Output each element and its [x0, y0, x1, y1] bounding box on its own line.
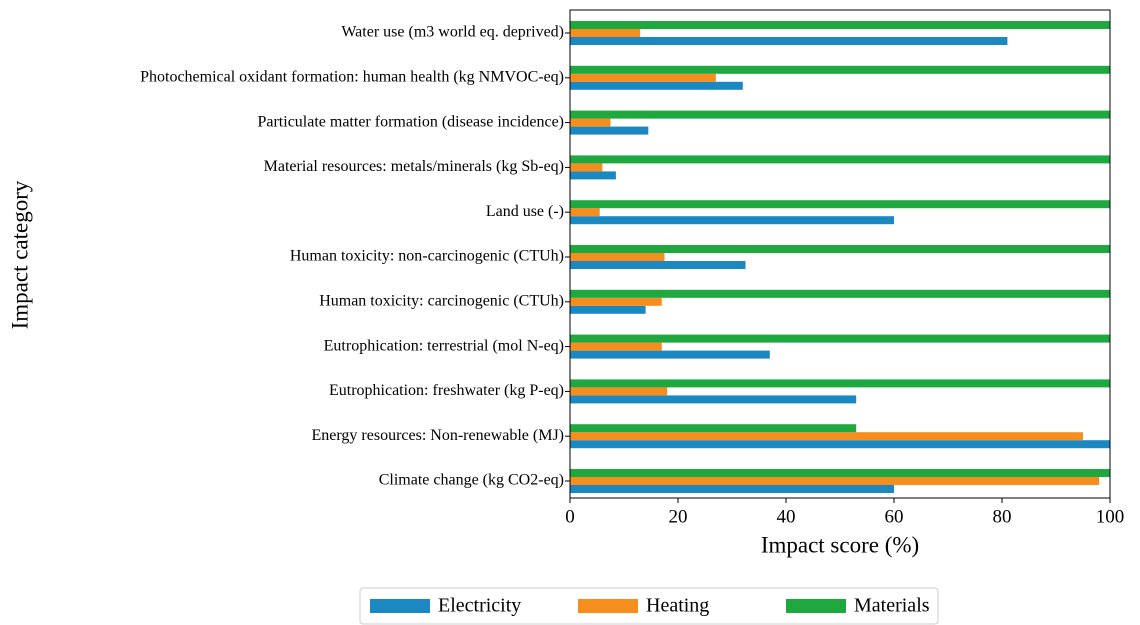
plot-frame: [569, 9, 1111, 499]
bar: [570, 253, 665, 261]
bar: [570, 29, 641, 37]
legend-label: Heating: [646, 595, 709, 617]
y-tick-label: Eutrophication: terrestrial (mol N-eq): [324, 337, 564, 354]
bar: [570, 297, 662, 306]
bar: [570, 200, 1110, 209]
bar: [570, 289, 1110, 298]
bar: [570, 208, 600, 217]
bar: [570, 216, 894, 225]
bar: [570, 155, 1110, 164]
bar: [570, 171, 616, 180]
bar: [570, 432, 1083, 441]
y-tick-label: Material resources: metals/minerals (kg …: [264, 158, 564, 175]
bar: [570, 245, 1110, 253]
x-tick-label: 40: [777, 506, 796, 527]
legend-box: [359, 587, 939, 625]
bar: [570, 110, 1110, 119]
bar: [570, 305, 646, 314]
x-tick-label: 0: [565, 506, 575, 527]
y-tick-label: Land use (-): [486, 203, 564, 220]
y-tick-label: Human toxicity: carcinogenic (CTUh): [319, 292, 564, 309]
bar: [570, 342, 662, 351]
bar: [570, 477, 1100, 485]
bar: [570, 379, 1110, 388]
bar: [570, 37, 1008, 45]
x-tick-label: 60: [885, 506, 904, 527]
legend-label: Electricity: [438, 595, 521, 617]
y-axis-label: Impact category: [7, 180, 32, 329]
y-tick-label: Water use (m3 world eq. deprived): [341, 24, 564, 41]
legend-swatch: [578, 599, 638, 613]
bar: [570, 334, 1110, 343]
x-tick-label: 80: [993, 506, 1012, 527]
bar: [570, 261, 746, 269]
bar: [570, 424, 857, 433]
bar: [570, 73, 716, 82]
bar: [570, 126, 649, 135]
bar: [570, 395, 857, 404]
y-tick-label: Human toxicity: non-carcinogenic (CTUh): [290, 248, 564, 265]
bar: [570, 440, 1110, 449]
y-tick-label: Photochemical oxidant formation: human h…: [140, 68, 564, 85]
bar: [570, 163, 603, 172]
bar: [570, 21, 1110, 29]
y-tick-label: Eutrophication: freshwater (kg P-eq): [329, 382, 564, 399]
bar: [570, 485, 894, 493]
bar: [570, 65, 1110, 74]
x-axis-label: Impact score (%): [761, 532, 919, 557]
y-tick-label: Climate change (kg CO2-eq): [379, 472, 564, 489]
bar: [570, 350, 770, 359]
x-tick-label: 100: [1096, 506, 1125, 527]
legend-label: Materials: [854, 595, 930, 617]
y-tick-label: Energy resources: Non-renewable (MJ): [312, 427, 565, 444]
legend-swatch: [370, 599, 430, 613]
x-tick-label: 20: [669, 506, 688, 527]
bar: [570, 81, 743, 90]
legend-swatch: [786, 599, 846, 613]
y-tick-label: Particulate matter formation (disease in…: [257, 113, 564, 130]
bar: [570, 469, 1110, 477]
bar: [570, 118, 611, 127]
bar: [570, 387, 668, 396]
